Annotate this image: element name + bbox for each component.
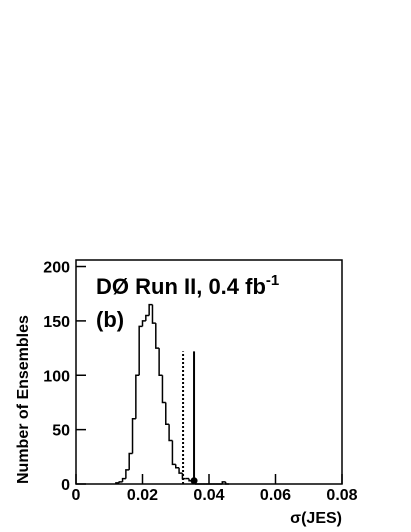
histogram-bin bbox=[165, 402, 170, 425]
histogram-bin bbox=[175, 464, 180, 469]
histogram-bin bbox=[131, 418, 136, 454]
histogram-bin bbox=[151, 304, 156, 324]
histogram-bin bbox=[158, 348, 163, 377]
histogram-bin bbox=[155, 323, 160, 349]
chart-title: DØ Run II, 0.4 fb-1 bbox=[96, 272, 279, 299]
histogram-bin bbox=[121, 477, 126, 482]
x-axis-label: σ(JES) bbox=[290, 510, 342, 527]
histogram-bin bbox=[221, 481, 226, 484]
histogram-bin bbox=[148, 303, 153, 316]
histogram-bin bbox=[135, 374, 140, 419]
histogram-bin bbox=[178, 467, 183, 474]
histogram-bin bbox=[125, 469, 130, 479]
title-text: DØ Run II, 0.4 fb bbox=[96, 274, 266, 299]
histogram-bin bbox=[168, 424, 173, 442]
y-tick-label: 50 bbox=[52, 423, 70, 440]
histogram-bin bbox=[115, 482, 120, 484]
histogram-bin bbox=[224, 481, 229, 485]
data-point bbox=[190, 477, 198, 485]
x-tick-label: 0.04 bbox=[193, 487, 224, 504]
histogram-bin bbox=[128, 452, 133, 470]
histogram-bin bbox=[118, 481, 123, 483]
histogram-bin bbox=[171, 440, 176, 466]
y-tick-label: 200 bbox=[43, 260, 70, 277]
y-axis-label: Number of Ensembles bbox=[15, 315, 32, 484]
title-superscript: -1 bbox=[266, 272, 279, 289]
x-tick-label: 0 bbox=[72, 487, 81, 504]
histogram-bin bbox=[138, 325, 143, 376]
histogram-bin bbox=[161, 375, 166, 404]
y-tick-label: 0 bbox=[61, 477, 70, 494]
x-tick-label: 0.02 bbox=[127, 487, 158, 504]
y-tick-label: 150 bbox=[43, 314, 70, 331]
x-tick-label: 0.08 bbox=[326, 487, 357, 504]
histogram-bin bbox=[145, 314, 150, 321]
y-tick-label: 100 bbox=[43, 368, 70, 385]
x-tick-label: 0.06 bbox=[260, 487, 291, 504]
histogram-bin bbox=[141, 320, 146, 327]
panel-label: (b) bbox=[96, 307, 124, 332]
